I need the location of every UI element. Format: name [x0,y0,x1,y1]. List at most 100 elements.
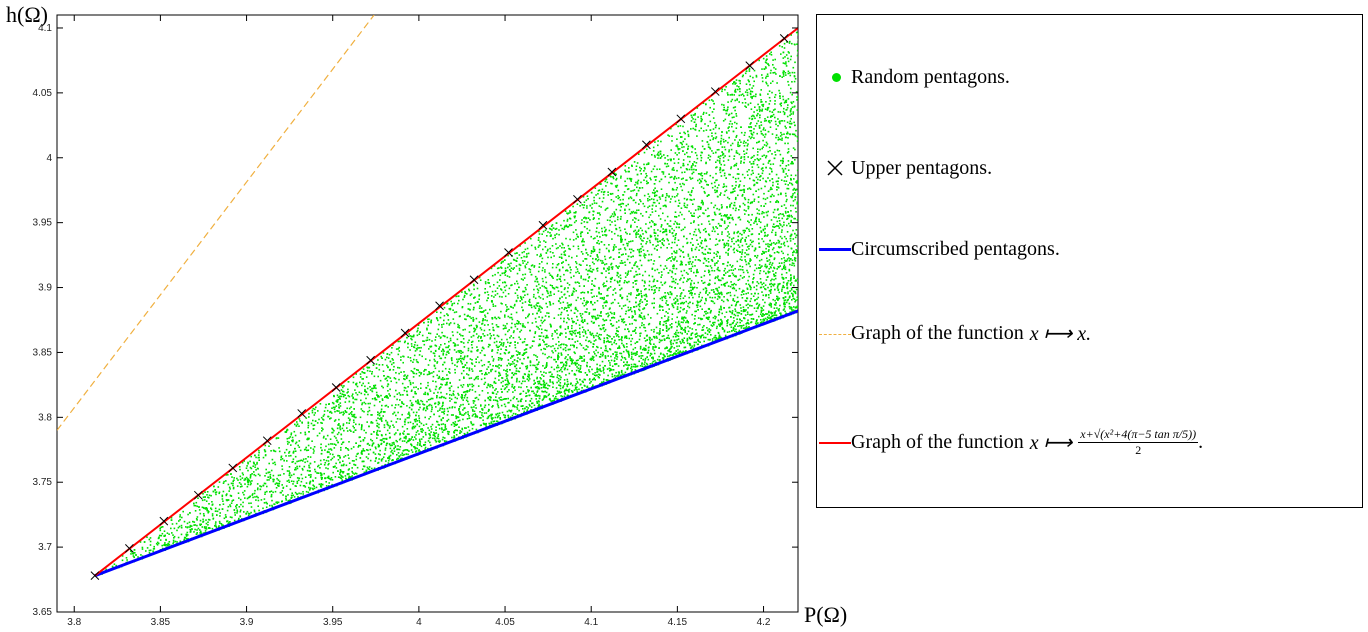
random-pentagon-point [471,368,473,370]
random-pentagon-point [633,217,636,219]
random-pentagon-point [751,313,754,316]
random-pentagon-point [610,215,613,217]
random-pentagon-point [671,313,674,315]
random-pentagon-point [222,490,225,493]
random-pentagon-point [715,316,717,318]
random-pentagon-point [272,491,274,494]
random-pentagon-point [630,180,632,182]
random-pentagon-point [168,533,170,535]
random-pentagon-point [260,485,262,488]
random-pentagon-point [733,190,736,192]
random-pentagon-point [715,327,718,330]
random-pentagon-point [608,266,610,268]
random-pentagon-point [353,460,355,462]
random-pentagon-point [294,442,297,445]
random-pentagon-point [775,242,778,244]
random-pentagon-point [378,412,381,415]
random-pentagon-point [415,431,418,434]
random-pentagon-point [792,204,794,207]
random-pentagon-point [643,151,646,154]
random-pentagon-point [691,332,694,334]
random-pentagon-point [536,386,538,388]
random-pentagon-point [496,325,499,328]
random-pentagon-point [635,194,638,197]
random-pentagon-point [767,272,770,274]
random-pentagon-point [756,164,759,166]
random-pentagon-point [367,402,370,405]
random-pentagon-point [522,405,524,407]
random-pentagon-point [773,307,776,309]
random-pentagon-point [707,284,709,286]
random-pentagon-point [683,183,685,186]
random-pentagon-point [723,104,725,106]
random-pentagon-point [518,336,520,339]
random-pentagon-point [696,157,699,160]
random-pentagon-point [532,364,534,367]
random-pentagon-point [503,403,506,406]
random-pentagon-point [429,444,432,447]
random-pentagon-point [608,360,610,362]
random-pentagon-point [796,245,798,247]
random-pentagon-point [278,447,280,449]
random-pentagon-point [398,456,401,458]
random-pentagon-point [268,445,270,447]
random-pentagon-point [793,80,796,83]
random-pentagon-point [437,433,440,436]
random-pentagon-point [500,289,503,291]
random-pentagon-point [545,391,548,394]
random-pentagon-point [353,421,355,424]
random-pentagon-point [402,432,404,434]
random-pentagon-point [774,96,776,98]
random-pentagon-point [524,301,527,303]
random-pentagon-point [624,165,627,167]
random-pentagon-point [735,283,737,286]
random-pentagon-point [592,237,595,240]
random-pentagon-point [723,185,726,188]
random-pentagon-point [575,271,577,274]
random-pentagon-point [725,131,728,133]
random-pentagon-point [367,449,369,452]
random-pentagon-point [749,239,752,242]
random-pentagon-point [328,482,330,484]
random-pentagon-point [672,167,675,169]
random-pentagon-point [562,243,564,246]
random-pentagon-point [756,141,758,144]
random-pentagon-point [457,302,459,305]
random-pentagon-point [494,294,497,296]
random-pentagon-point [513,362,515,365]
random-pentagon-point [633,189,636,191]
random-pentagon-point [523,260,526,262]
random-pentagon-point [477,385,480,387]
random-pentagon-point [690,263,693,265]
random-pentagon-point [247,512,250,515]
random-pentagon-point [474,365,476,367]
random-pentagon-point [586,336,588,339]
random-pentagon-point [593,196,595,199]
random-pentagon-point [621,356,624,359]
random-pentagon-point [618,347,621,349]
random-pentagon-point [540,319,542,322]
random-pentagon-point [375,387,377,390]
random-pentagon-point [676,339,678,341]
random-pentagon-point [704,123,706,125]
random-pentagon-point [443,412,445,415]
random-pentagon-point [784,299,787,301]
random-pentagon-point [381,399,384,401]
random-pentagon-point [352,446,355,448]
random-pentagon-point [338,403,340,406]
random-pentagon-point [698,182,701,184]
random-pentagon-point [679,325,682,327]
random-pentagon-point [339,405,342,407]
random-pentagon-point [641,363,643,365]
random-pentagon-point [626,274,628,276]
random-pentagon-point [558,268,561,271]
random-pentagon-point [368,468,371,471]
random-pentagon-point [653,198,655,201]
random-pentagon-point [605,340,608,343]
random-pentagon-point [341,393,344,395]
random-pentagon-point [274,483,277,485]
random-pentagon-point [507,359,510,361]
random-pentagon-point [534,331,537,333]
random-pentagon-point [686,242,688,245]
random-pentagon-point [472,410,474,412]
